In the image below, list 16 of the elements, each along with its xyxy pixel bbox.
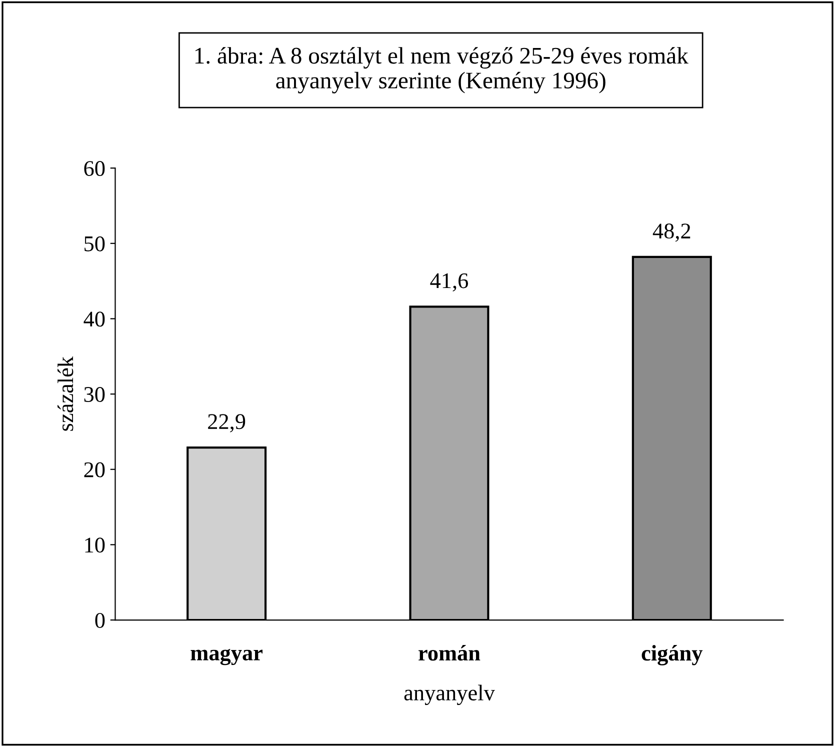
y-tick-label: 60 — [84, 161, 105, 176]
y-tick-label: 30 — [84, 386, 105, 402]
data-label: 41,6 — [430, 273, 468, 292]
data-label: 22,9 — [208, 414, 246, 432]
y-tick-label: 50 — [84, 236, 105, 252]
y-tick-label: 0 — [95, 612, 105, 628]
data-label: 48,2 — [652, 224, 690, 242]
y-tick-label: 10 — [85, 538, 105, 553]
x-axis-title: anyanyelv — [404, 684, 495, 706]
y-tick-label: 40 — [84, 312, 105, 327]
x-tick-label: cigány — [642, 645, 703, 666]
chart-title: 1. ábra: A 8 osztályt el nem végző 25-29 éves romák anyanyelv szerinte (Kemény 1996) — [195, 47, 688, 94]
y-tick-label: 20 — [84, 462, 105, 478]
y-axis-title: százalék — [58, 356, 74, 431]
x-tick-label: magyar — [190, 648, 262, 666]
x-tick-label: román — [418, 644, 480, 661]
